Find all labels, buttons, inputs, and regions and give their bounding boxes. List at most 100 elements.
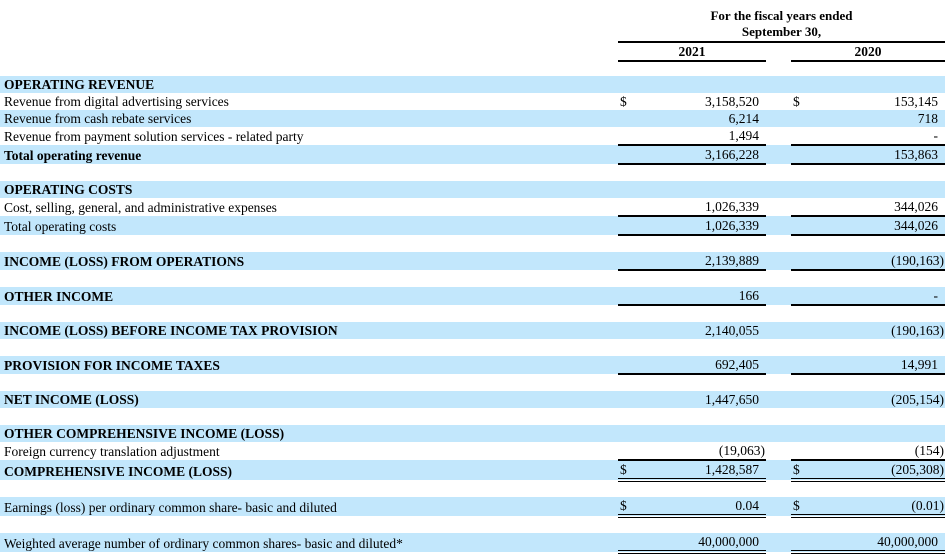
table-row: Revenue from cash rebate services 6,214 … <box>0 110 945 127</box>
dollar-sign-2020 <box>791 425 807 442</box>
column-gap <box>766 322 791 339</box>
header-spacer-row <box>0 61 945 76</box>
statement-header: For the fiscal years ended September 30,… <box>0 4 945 76</box>
dollar-sign-2021 <box>618 76 636 93</box>
value-2020: 718 <box>807 110 945 127</box>
table-row: Total operating costs 1,026,339 344,026 <box>0 216 945 236</box>
value-2020: 153,863 <box>807 145 945 165</box>
value-2020: (154) <box>807 442 945 461</box>
value-2021: 3,166,228 <box>636 145 766 165</box>
dollar-sign-2021 <box>618 198 636 217</box>
value-2021: 2,139,889 <box>636 252 766 271</box>
spacer-row <box>0 480 945 497</box>
dollar-sign-2020 <box>791 181 807 198</box>
value-2020: 40,000,000 <box>807 533 945 554</box>
spacer-row <box>0 305 945 322</box>
dollar-sign-2020 <box>791 322 807 339</box>
dollar-sign-2020 <box>791 356 807 375</box>
row-label: Revenue from payment solution services -… <box>4 129 304 144</box>
value-2021: 1,026,339 <box>636 198 766 217</box>
value-2020: 153,145 <box>894 94 938 109</box>
column-gap <box>766 76 791 93</box>
value-2020: (205,154) <box>807 391 945 408</box>
row-label: Revenue from cash rebate services <box>0 110 618 127</box>
header-empty-cell <box>0 42 618 61</box>
value-2020: - <box>807 127 945 146</box>
dollar-sign-2020 <box>791 145 807 165</box>
table-row: PROVISION FOR INCOME TAXES 692,405 14,99… <box>0 356 945 375</box>
column-gap <box>766 252 791 270</box>
value-2020: - <box>807 287 945 306</box>
dollar-sign-2020 <box>791 198 807 217</box>
table-row: INCOME (LOSS) BEFORE INCOME TAX PROVISIO… <box>0 322 945 339</box>
value-2020: (0.01) <box>807 497 945 518</box>
value-2020 <box>807 425 945 442</box>
row-label: Foreign currency translation adjustment <box>4 444 220 459</box>
spacer-row <box>0 235 945 252</box>
value-2021: 40,000,000 <box>636 533 766 554</box>
row-label: INCOME (LOSS) FROM OPERATIONS <box>0 252 618 270</box>
column-gap <box>766 425 791 442</box>
dollar-sign-2021: $ <box>618 460 636 482</box>
header-line1: For the fiscal years ended <box>710 8 853 23</box>
spacer-row <box>0 270 945 287</box>
dollar-sign-2021: $ <box>618 497 636 518</box>
row-label: OPERATING COSTS <box>0 181 618 198</box>
column-gap <box>766 497 791 516</box>
column-gap <box>766 198 791 216</box>
dollar-sign-2021 <box>618 252 636 271</box>
table-row: Earnings (loss) per ordinary common shar… <box>0 497 945 518</box>
row-label: Total operating revenue <box>0 145 618 164</box>
dollar-sign-2021 <box>618 322 636 339</box>
column-gap <box>766 356 791 374</box>
dollar-sign-2020: $ <box>791 497 807 518</box>
value-2020 <box>807 181 945 198</box>
value-2021: 1,026,339 <box>636 216 766 236</box>
value-2021: 1,428,587 <box>636 460 766 482</box>
dollar-sign-2021 <box>618 425 636 442</box>
column-gap <box>766 442 791 460</box>
row-label: Total operating costs <box>0 216 618 235</box>
row-label: Revenue from digital advertising service… <box>4 94 229 109</box>
row-label: NET INCOME (LOSS) <box>0 391 618 408</box>
dollar-sign-2021 <box>618 110 636 127</box>
header-line2: September 30, <box>741 24 822 39</box>
dollar-sign-2020 <box>791 442 807 461</box>
statement-body: OPERATING REVENUE Revenue from digital a… <box>0 76 945 554</box>
value-2020: 344,026 <box>807 216 945 236</box>
table-row: OPERATING REVENUE <box>0 76 945 93</box>
table-row: Cost, selling, general, and administrati… <box>0 198 945 217</box>
dollar-sign-2021 <box>618 442 636 461</box>
value-2020: (190,163) <box>807 322 945 339</box>
value-2021: 6,214 <box>636 110 766 127</box>
header-gap-cell <box>766 42 791 61</box>
table-row: Total operating revenue 3,166,228 153,86… <box>0 145 945 165</box>
value-2020: (205,308) <box>807 460 945 482</box>
row-label: PROVISION FOR INCOME TAXES <box>0 356 618 374</box>
table-row: OTHER COMPREHENSIVE INCOME (LOSS) <box>0 425 945 442</box>
value-2021 <box>636 425 766 442</box>
dollar-sign-2021 <box>618 287 636 306</box>
value-2021: 0.04 <box>636 497 766 518</box>
column-gap <box>766 145 791 164</box>
spacer-row <box>0 374 945 391</box>
dollar-sign-2020: $ <box>793 94 800 109</box>
dollar-sign-2021 <box>618 391 636 408</box>
value-2020 <box>807 76 945 93</box>
dollar-sign-2021 <box>618 145 636 165</box>
header-title-row: For the fiscal years ended September 30, <box>0 4 945 43</box>
row-label: Cost, selling, general, and administrati… <box>4 200 277 215</box>
spacer-row <box>0 408 945 425</box>
dollar-sign-2020 <box>791 252 807 271</box>
table-row: Revenue from digital advertising service… <box>0 93 945 110</box>
value-2021: (19,063) <box>636 442 766 461</box>
column-gap <box>766 93 791 110</box>
table-row: Foreign currency translation adjustment … <box>0 442 945 461</box>
table-row: INCOME (LOSS) FROM OPERATIONS 2,139,889 … <box>0 252 945 271</box>
row-label: OTHER COMPREHENSIVE INCOME (LOSS) <box>0 425 618 442</box>
dollar-sign-2020 <box>791 127 807 146</box>
fiscal-years-header: For the fiscal years ended September 30, <box>618 4 945 43</box>
dollar-sign-2021 <box>618 533 636 554</box>
spacer-row <box>0 339 945 356</box>
value-2020: 344,026 <box>807 198 945 217</box>
